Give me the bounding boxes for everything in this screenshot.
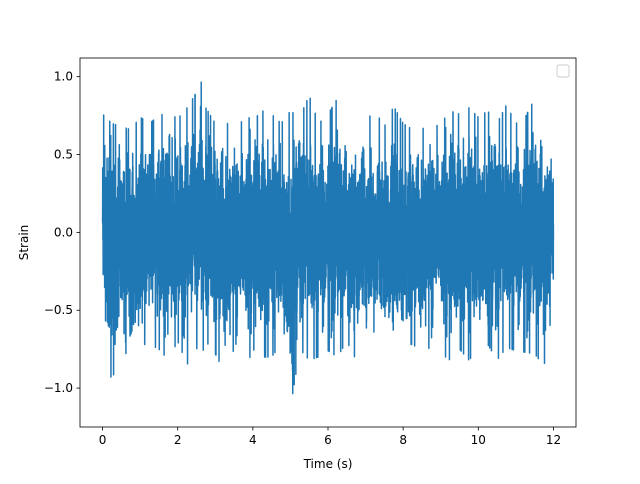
x-tick-label: 0 xyxy=(99,433,107,447)
x-tick-label: 8 xyxy=(399,433,407,447)
x-tick-label: 6 xyxy=(324,433,332,447)
x-tick-label: 2 xyxy=(174,433,182,447)
y-tick-label: 1.0 xyxy=(54,70,73,84)
y-tick-label: −0.5 xyxy=(44,303,73,317)
y-tick-label: 0.0 xyxy=(54,225,73,239)
y-tick-label: −1.0 xyxy=(44,381,73,395)
y-axis-label: Strain xyxy=(17,225,31,261)
x-tick-label: 12 xyxy=(546,433,561,447)
x-tick-label: 10 xyxy=(471,433,486,447)
x-axis-label: Time (s) xyxy=(303,457,353,471)
y-tick-label: 0.5 xyxy=(54,148,73,162)
strain-series-line xyxy=(101,81,555,395)
plot-layer xyxy=(101,81,555,395)
legend-box xyxy=(556,64,570,78)
ticks-layer: 0 2 4 6 8 10 12 −1.0 −0.5 0.0 0.5 1.0 xyxy=(44,70,561,447)
x-tick-label: 4 xyxy=(249,433,257,447)
